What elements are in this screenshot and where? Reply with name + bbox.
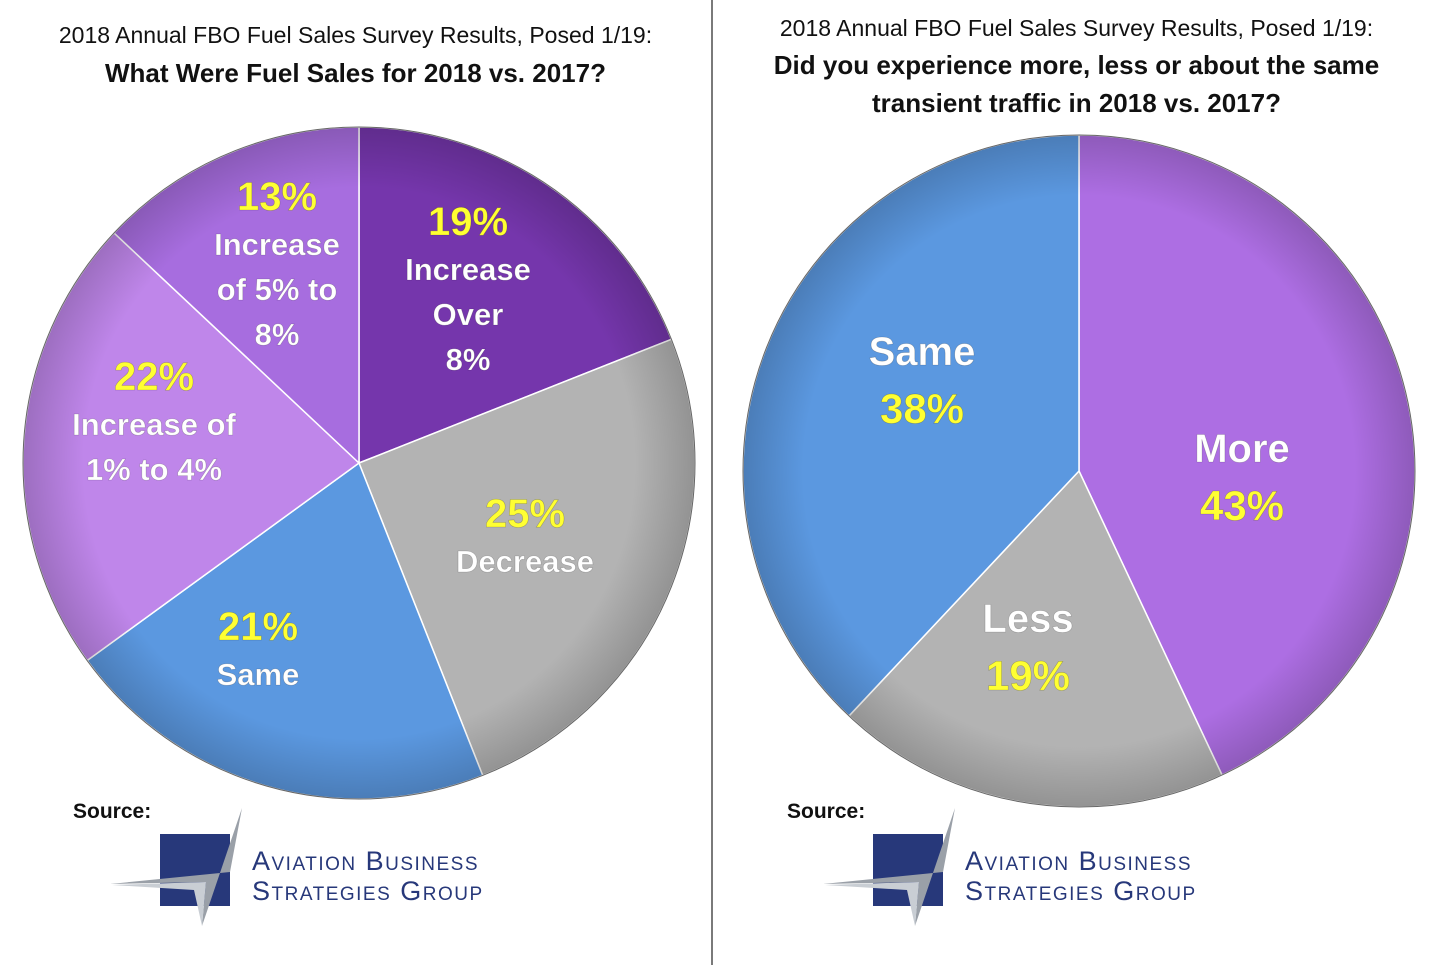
source-label: Source: xyxy=(787,800,866,823)
slice-percent-label: 22% xyxy=(114,355,194,399)
slice-label-increase-over-8-: 19% Increase Over 8% xyxy=(405,200,531,378)
logo-line1: Aviation Business xyxy=(965,846,1193,876)
slice-percent-label: 21% xyxy=(218,605,298,649)
logo-line2: Strategies Group xyxy=(252,876,484,906)
chart-subtitle: What Were Fuel Sales for 2018 vs. 2017? xyxy=(105,58,606,88)
chart-title: 2018 Annual FBO Fuel Sales Survey Result… xyxy=(58,22,653,48)
slice-label-more: More 43% xyxy=(1194,427,1290,530)
pie-outline xyxy=(22,126,696,800)
slice-percent-label: 25% xyxy=(485,492,565,536)
slice-category-label: More xyxy=(1194,427,1290,471)
slice-label-less: Less 19% xyxy=(982,597,1074,700)
slice-category-label: Less xyxy=(982,597,1073,641)
source-label: Source: xyxy=(73,800,152,823)
slice-category-label: Increase of xyxy=(72,407,236,442)
slice-label-increase-of-1-to-4-: 22% Increase of 1% to 4% xyxy=(72,355,237,488)
slice-label-same: 21% Same xyxy=(216,605,300,693)
fuel-sales-pie-chart: 19% Increase Over 8% 25% Decrease 21% Same 22% In… xyxy=(22,126,696,800)
transient-traffic-panel: 2018 Annual FBO Fuel Sales Survey Result… xyxy=(713,0,1440,965)
transient-traffic-pie-chart: More 43% Less 19% Same 38% xyxy=(742,134,1416,808)
slice-percent-label: 38% xyxy=(880,385,964,432)
chart-title: 2018 Annual FBO Fuel Sales Survey Result… xyxy=(779,15,1374,41)
company-logo: Aviation Business Strategies Group xyxy=(823,808,1293,938)
logo-mark-icon xyxy=(823,808,955,926)
slice-category-label: Decrease xyxy=(456,544,594,579)
logo-text: Aviation Business Strategies Group xyxy=(252,846,484,906)
logo-line1: Aviation Business xyxy=(252,846,480,876)
slice-category-label: 8% xyxy=(446,342,491,377)
pie-outline xyxy=(742,134,1416,808)
slice-category-label: Increase xyxy=(214,227,340,262)
slice-label-increase-of-5-to-8-: 13% Increase of 5% to 8% xyxy=(214,175,340,353)
slice-category-label: 8% xyxy=(255,317,300,352)
slice-percent-label: 19% xyxy=(986,652,1070,699)
company-logo: Aviation Business Strategies Group xyxy=(110,808,580,938)
slice-category-label: Same xyxy=(217,657,300,692)
slice-percent-label: 43% xyxy=(1200,482,1284,529)
slice-category-label: of 5% to xyxy=(217,272,338,307)
slice-label-same: Same 38% xyxy=(868,330,976,433)
slice-percent-label: 13% xyxy=(237,175,317,219)
logo-text: Aviation Business Strategies Group xyxy=(965,846,1197,906)
fuel-sales-panel: 2018 Annual FBO Fuel Sales Survey Result… xyxy=(0,0,711,965)
logo-mark-icon xyxy=(110,808,242,926)
slice-percent-label: 19% xyxy=(428,200,508,244)
slice-category-label: Increase xyxy=(405,252,531,287)
panel-divider xyxy=(711,0,713,965)
chart-subtitle-line-2: transient traffic in 2018 vs. 2017? xyxy=(872,88,1281,118)
slice-label-decrease: 25% Decrease xyxy=(456,492,595,580)
slice-category-label: Over xyxy=(433,297,504,332)
logo-line2: Strategies Group xyxy=(965,876,1197,906)
slice-category-label: Same xyxy=(869,330,976,374)
slice-category-label: 1% to 4% xyxy=(86,452,222,487)
chart-subtitle-line-1: Did you experience more, less or about t… xyxy=(773,50,1380,80)
